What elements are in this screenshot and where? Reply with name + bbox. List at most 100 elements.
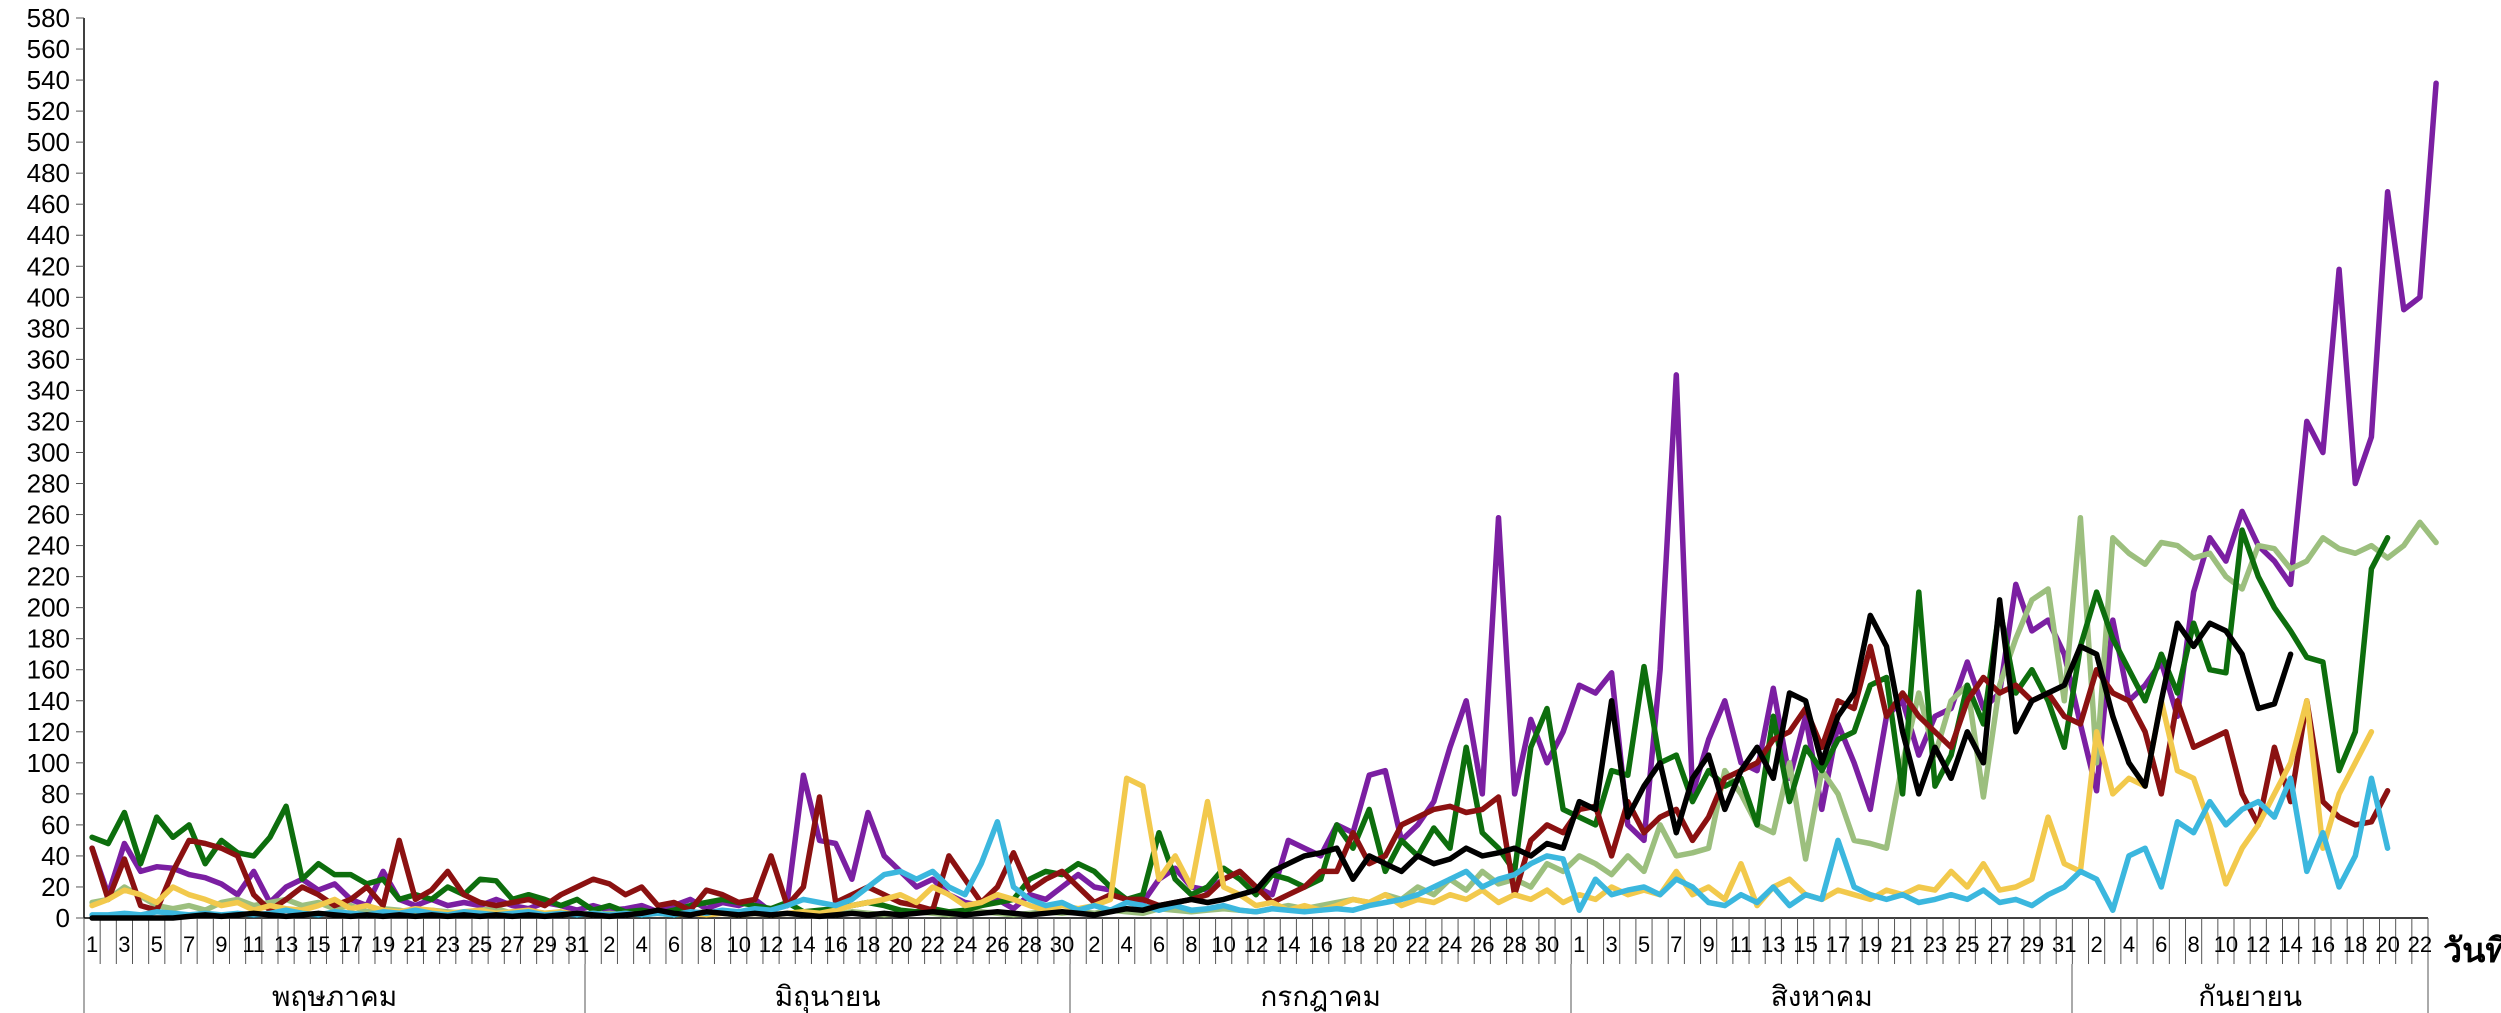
x-tick-label: 9 <box>215 932 227 957</box>
x-tick-label: 14 <box>1276 932 1300 957</box>
x-tick-label: 4 <box>2123 932 2135 957</box>
series-line-2 <box>89 527 2391 917</box>
y-tick-label: 80 <box>41 779 70 809</box>
series-line-4 <box>89 698 2375 918</box>
y-tick-label: 580 <box>27 3 70 33</box>
x-tick-label: 14 <box>791 932 815 957</box>
y-tick-label: 420 <box>27 251 70 281</box>
y-tick-label: 100 <box>27 748 70 778</box>
month-label: กรกฎาคม <box>1260 981 1381 1012</box>
x-tick-label: 6 <box>1153 932 1165 957</box>
x-tick-label: 28 <box>1017 932 1041 957</box>
x-tick-label: 13 <box>274 932 298 957</box>
series-layer <box>89 80 2439 921</box>
x-tick-label: 1 <box>1573 932 1585 957</box>
x-tick-label: 21 <box>403 932 427 957</box>
y-tick-label: 380 <box>27 313 70 343</box>
x-tick-label: 18 <box>1341 932 1365 957</box>
x-tick-label: 6 <box>2155 932 2167 957</box>
y-tick-label: 340 <box>27 375 70 405</box>
x-tick-label: 12 <box>2246 932 2270 957</box>
y-tick-label: 440 <box>27 220 70 250</box>
x-tick-label: 17 <box>1826 932 1850 957</box>
y-tick-label: 180 <box>27 624 70 654</box>
y-tick-label: 260 <box>27 500 70 530</box>
y-tick-label: 160 <box>27 655 70 685</box>
x-tick-label: 22 <box>1405 932 1429 957</box>
x-tick-label: 29 <box>532 932 556 957</box>
y-tick-label: 480 <box>27 158 70 188</box>
x-tick-label: 3 <box>118 932 130 957</box>
y-tick-label: 0 <box>56 903 70 933</box>
y-tick-label: 20 <box>41 872 70 902</box>
y-tick-label: 460 <box>27 189 70 219</box>
x-tick-label: 12 <box>1244 932 1268 957</box>
y-tick-label: 520 <box>27 96 70 126</box>
x-tick-label: 16 <box>1308 932 1332 957</box>
y-tick-label: 220 <box>27 562 70 592</box>
x-tick-label: 16 <box>823 932 847 957</box>
x-tick-label: 4 <box>636 932 648 957</box>
x-tick-label: 17 <box>338 932 362 957</box>
x-tick-label: 21 <box>1890 932 1914 957</box>
x-tick-label: 11 <box>242 932 265 957</box>
x-tick-label: 30 <box>1535 932 1559 957</box>
y-tick-label: 240 <box>27 531 70 561</box>
x-tick-label: 4 <box>1121 932 1133 957</box>
x-tick-label: 8 <box>1185 932 1197 957</box>
x-tick-label: 30 <box>1050 932 1074 957</box>
x-tick-label: 5 <box>151 932 163 957</box>
x-tick-label: 29 <box>2020 932 2044 957</box>
x-tick-label: 10 <box>2214 932 2238 957</box>
x-tick-label: 1 <box>86 932 98 957</box>
y-tick-label: 60 <box>41 810 70 840</box>
x-tick-label: 16 <box>2311 932 2335 957</box>
x-tick-label: 2 <box>2090 932 2102 957</box>
y-tick-label: 280 <box>27 469 70 499</box>
x-tick-label: 26 <box>1470 932 1494 957</box>
x-tick-label: 8 <box>700 932 712 957</box>
x-tick-label: 2 <box>1088 932 1100 957</box>
x-tick-label: 22 <box>920 932 944 957</box>
x-tick-label: 19 <box>1858 932 1882 957</box>
x-tick-label: 7 <box>1670 932 1682 957</box>
y-tick-label: 560 <box>27 34 70 64</box>
x-tick-label: 9 <box>1703 932 1715 957</box>
y-tick-label: 140 <box>27 686 70 716</box>
x-tick-label: 24 <box>953 932 977 957</box>
y-tick-label: 540 <box>27 65 70 95</box>
x-tick-label: 31 <box>2052 932 2076 957</box>
y-tick-label: 500 <box>27 127 70 157</box>
x-tick-label: 5 <box>1638 932 1650 957</box>
x-tick-label: 10 <box>726 932 750 957</box>
month-label: พฤษภาคม <box>272 981 397 1012</box>
x-tick-label: 7 <box>183 932 195 957</box>
x-tick-label: 28 <box>1502 932 1526 957</box>
x-axis-label: วันที่ <box>2443 926 2501 970</box>
x-tick-label: 14 <box>2278 932 2302 957</box>
month-label: มิถุนายน <box>775 981 881 1013</box>
y-tick-label: 120 <box>27 717 70 747</box>
series-line-0 <box>89 80 2439 915</box>
x-tick-label: 27 <box>1987 932 2011 957</box>
x-tick-label: 18 <box>2343 932 2367 957</box>
x-tick-label: 25 <box>1955 932 1979 957</box>
x-tick-label: 18 <box>856 932 880 957</box>
y-tick-label: 200 <box>27 593 70 623</box>
x-tick-label: 2 <box>603 932 615 957</box>
y-tick-label: 400 <box>27 282 70 312</box>
x-tick-label: 3 <box>1606 932 1618 957</box>
x-tick-label: 19 <box>371 932 395 957</box>
month-label: สิงหาคม <box>1771 981 1873 1012</box>
month-label: กันยายน <box>2198 981 2302 1012</box>
x-tick-label: 10 <box>1211 932 1235 957</box>
x-tick-label: 20 <box>1373 932 1397 957</box>
x-tick-label: 15 <box>1793 932 1817 957</box>
y-tick-label: 40 <box>41 841 70 871</box>
x-axis: 1 3 5 7 9 11 13 15 17 19 21 23 25 27 29 31 2 4 6 8 10 12 14 16 1… <box>83 917 2432 1013</box>
y-tick-label: 360 <box>27 344 70 374</box>
x-tick-label: 23 <box>1923 932 1947 957</box>
series-line-3 <box>89 643 2391 913</box>
x-tick-label: 13 <box>1761 932 1785 957</box>
